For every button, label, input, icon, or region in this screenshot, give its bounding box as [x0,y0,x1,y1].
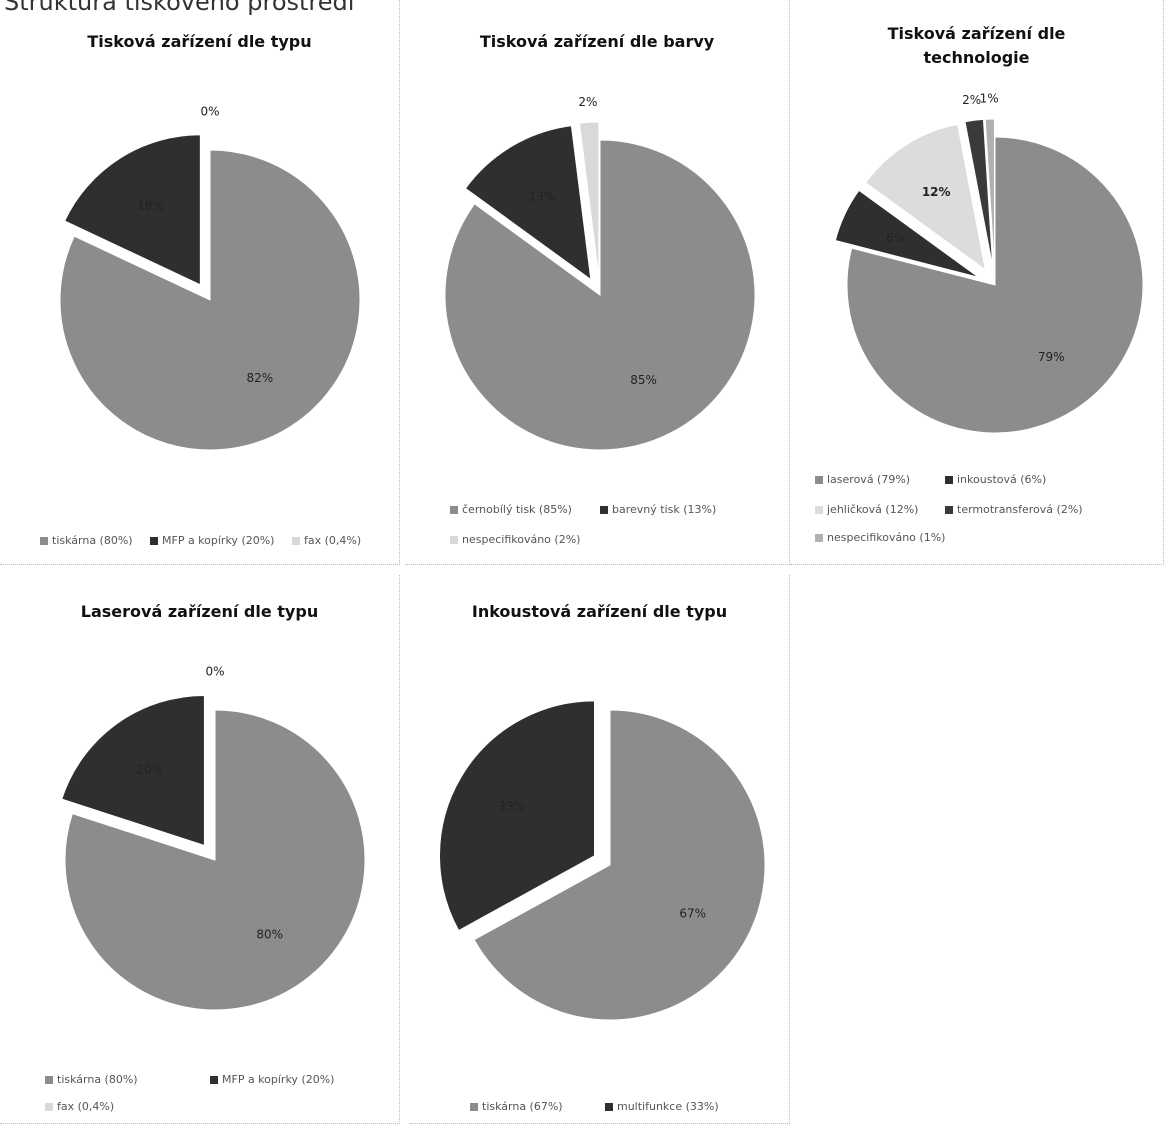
legend-swatch [945,476,953,484]
legend-label: multifunkce (33%) [617,1100,719,1113]
pie-slice [444,139,756,451]
legend-swatch [210,1076,218,1084]
pie-slice [64,709,366,1011]
chart-title: Tisková zařízení dle technologie [887,24,1066,67]
pie-slice [464,125,592,281]
legend-label: černobílý tisk (85%) [462,503,572,516]
legend-swatch [45,1076,53,1084]
data-label: 0% [205,665,224,679]
legend-swatch [45,1103,53,1111]
pie-slice [984,118,995,268]
data-label: 82% [246,371,273,385]
pie-slice [846,136,1144,434]
chart: 80% 20% 0% tiskárna (80%) MFP a kopírky (20%… [45,665,366,1113]
legend-label: fax (0,4%) [57,1100,114,1113]
data-label: 18% [137,199,164,213]
data-label: 13% [529,189,556,203]
data-label: 33% [498,799,525,813]
legend-swatch [945,506,953,514]
data-label: 20% [136,763,163,777]
chart-title: Tisková zařízení dle typu [87,32,312,51]
data-label: 6% [886,231,905,245]
pie-slice [964,118,994,268]
legend-label: fax (0,4%) [304,534,361,547]
pie-slice [439,700,596,932]
legend-swatch [40,537,48,545]
legend-label: tiskárna (80%) [52,534,133,547]
legend-label: MFP a kopírky (20%) [222,1073,334,1086]
legend-swatch [815,476,823,484]
data-label: 0% [200,105,219,119]
legend-label: nespecifikováno (1%) [827,531,945,544]
pie-slice [864,123,987,271]
legend-swatch [815,534,823,542]
data-label: 1% [980,92,999,106]
pie-slice [834,189,980,278]
legend-label: laserová (79%) [827,473,910,486]
chart-title: Inkoustová zařízení dle typu [471,602,728,621]
legend-swatch [815,506,823,514]
chart: 85% 13% 2% černobílý tisk (85%) barevný tisk… [444,95,756,546]
legend-swatch [450,536,458,544]
pie-slice [59,149,361,451]
chart-title: Tisková zařízení dle barvy [479,32,715,51]
pie-slice [63,134,201,286]
chart-panel: 80% 20% 0% tiskárna (80%) MFP a kopírky (20%… [0,575,400,1124]
data-label: 12% [922,185,951,199]
pie-slice [473,709,766,1021]
chart-panel: 67% 33% tiskárna (67%) multifunkce (33%) Ink… [410,575,790,1124]
data-label: 79% [1038,350,1065,364]
legend-swatch [450,506,458,514]
legend-swatch [470,1103,478,1111]
legend-label: MFP a kopírky (20%) [162,534,274,547]
data-label: 2% [578,95,597,109]
legend-label: jehličková (12%) [826,503,918,516]
legend-swatch [600,506,608,514]
legend-label: termotransferová (2%) [957,503,1083,516]
data-label: 2% [962,93,981,107]
chart-title: Laserová zařízení dle typu [80,602,319,621]
page-title: Struktura tiskového prostředí [4,0,355,16]
pie-slice [61,694,205,847]
chart-panel: 85% 13% 2% černobílý tisk (85%) barevný tisk… [405,0,790,565]
chart: 79% 6% 12% 2%1% laserová (79%) inkoustová (6%… [815,92,1144,544]
data-label: 80% [256,928,283,942]
legend-swatch [605,1103,613,1111]
chart: 67% 33% tiskárna (67%) multifunkce (33%) [439,700,766,1113]
chart-panel: 79% 6% 12% 2% 1% laserová (79%) inkoustová (6%… [790,0,1164,565]
legend-label: tiskárna (67%) [482,1100,563,1113]
chart: 82% 18% 0% tiskárna (80%) MFP a kopírky (20%… [40,105,361,547]
pie-slice [578,121,600,278]
chart-panel: 82% 18% 0% tiskárna (80%) MFP a kopírky (20%… [0,0,400,565]
legend-label: inkoustová (6%) [957,473,1046,486]
legend-label: barevný tisk (13%) [612,503,716,516]
data-label: 85% [630,373,657,387]
legend-label: nespecifikováno (2%) [462,533,580,546]
legend-label: tiskárna (80%) [57,1073,138,1086]
data-label: 67% [679,906,706,920]
legend-swatch [292,537,300,545]
legend-swatch [150,537,158,545]
